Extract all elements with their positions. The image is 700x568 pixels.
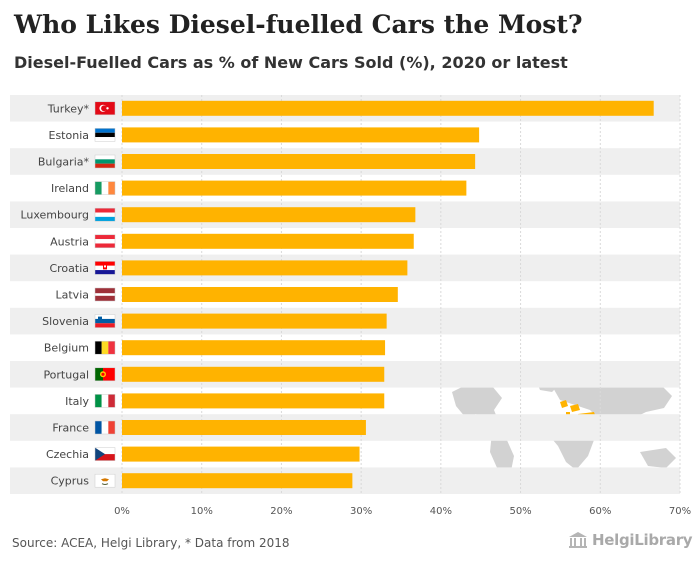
category-label: Luxembourg	[20, 209, 89, 222]
bar	[122, 180, 467, 196]
brand-logo: HelgiLibrary	[568, 531, 693, 549]
category-label: Italy	[65, 395, 89, 408]
x-tick-label: 50%	[509, 506, 531, 517]
category-label: Ireland	[51, 182, 89, 195]
flag-bulgaria-icon	[94, 154, 116, 169]
category-label: Turkey*	[47, 102, 90, 115]
flag-italy-icon	[94, 394, 116, 408]
flag-france-icon	[94, 420, 116, 435]
flag-luxembourg-icon	[94, 207, 116, 222]
category-label: Bulgaria*	[38, 156, 90, 169]
bar	[122, 446, 360, 462]
bar	[122, 313, 387, 329]
category-label: Latvia	[56, 289, 90, 302]
category-label: France	[52, 422, 89, 435]
bar	[122, 420, 366, 435]
category-label: Estonia	[49, 129, 90, 142]
bar	[122, 366, 385, 382]
x-tick-label: 0%	[114, 506, 130, 517]
chart-subtitle: Diesel-Fuelled Cars as % of New Cars Sol…	[14, 53, 568, 72]
bar	[122, 127, 480, 143]
flag-estonia-icon	[94, 128, 116, 142]
category-label: Austria	[50, 235, 89, 248]
brand-name: HelgiLibrary	[592, 531, 693, 549]
category-label: Cyprus	[51, 475, 90, 488]
library-building-icon	[569, 532, 587, 548]
flag-czechia-icon	[94, 447, 116, 461]
flag-latvia-icon	[94, 287, 116, 302]
bar	[122, 100, 654, 116]
flag-slovenia-icon	[94, 314, 116, 328]
flag-ireland-icon	[94, 181, 116, 195]
flag-austria-icon	[94, 234, 116, 249]
flag-belgium-icon	[94, 340, 116, 355]
flag-croatia-icon	[94, 261, 116, 275]
x-tick-label: 20%	[270, 506, 292, 517]
x-tick-label: 40%	[430, 506, 452, 517]
bar	[122, 207, 416, 223]
x-tick-label: 70%	[669, 506, 691, 517]
source-note: Source: ACEA, Helgi Library, * Data from…	[12, 536, 290, 550]
category-label: Slovenia	[42, 315, 89, 328]
bar	[122, 340, 386, 356]
bar	[122, 154, 476, 169]
flag-turkey-icon	[94, 101, 116, 116]
category-label: Belgium	[44, 342, 89, 355]
category-label: Croatia	[49, 262, 89, 275]
bar	[122, 260, 408, 276]
bar	[122, 233, 414, 249]
x-tick-label: 30%	[350, 506, 372, 517]
flag-portugal-icon	[94, 367, 116, 382]
x-tick-label: 60%	[589, 506, 611, 517]
chart-title: Who Likes Diesel-fuelled Cars the Most?	[14, 10, 583, 39]
bar	[122, 393, 385, 409]
x-tick-label: 10%	[191, 506, 213, 517]
category-label: Portugal	[43, 368, 89, 381]
bar	[122, 287, 398, 302]
bar	[122, 473, 353, 489]
flag-cyprus-icon	[94, 473, 116, 488]
category-label: Czechia	[46, 448, 89, 461]
